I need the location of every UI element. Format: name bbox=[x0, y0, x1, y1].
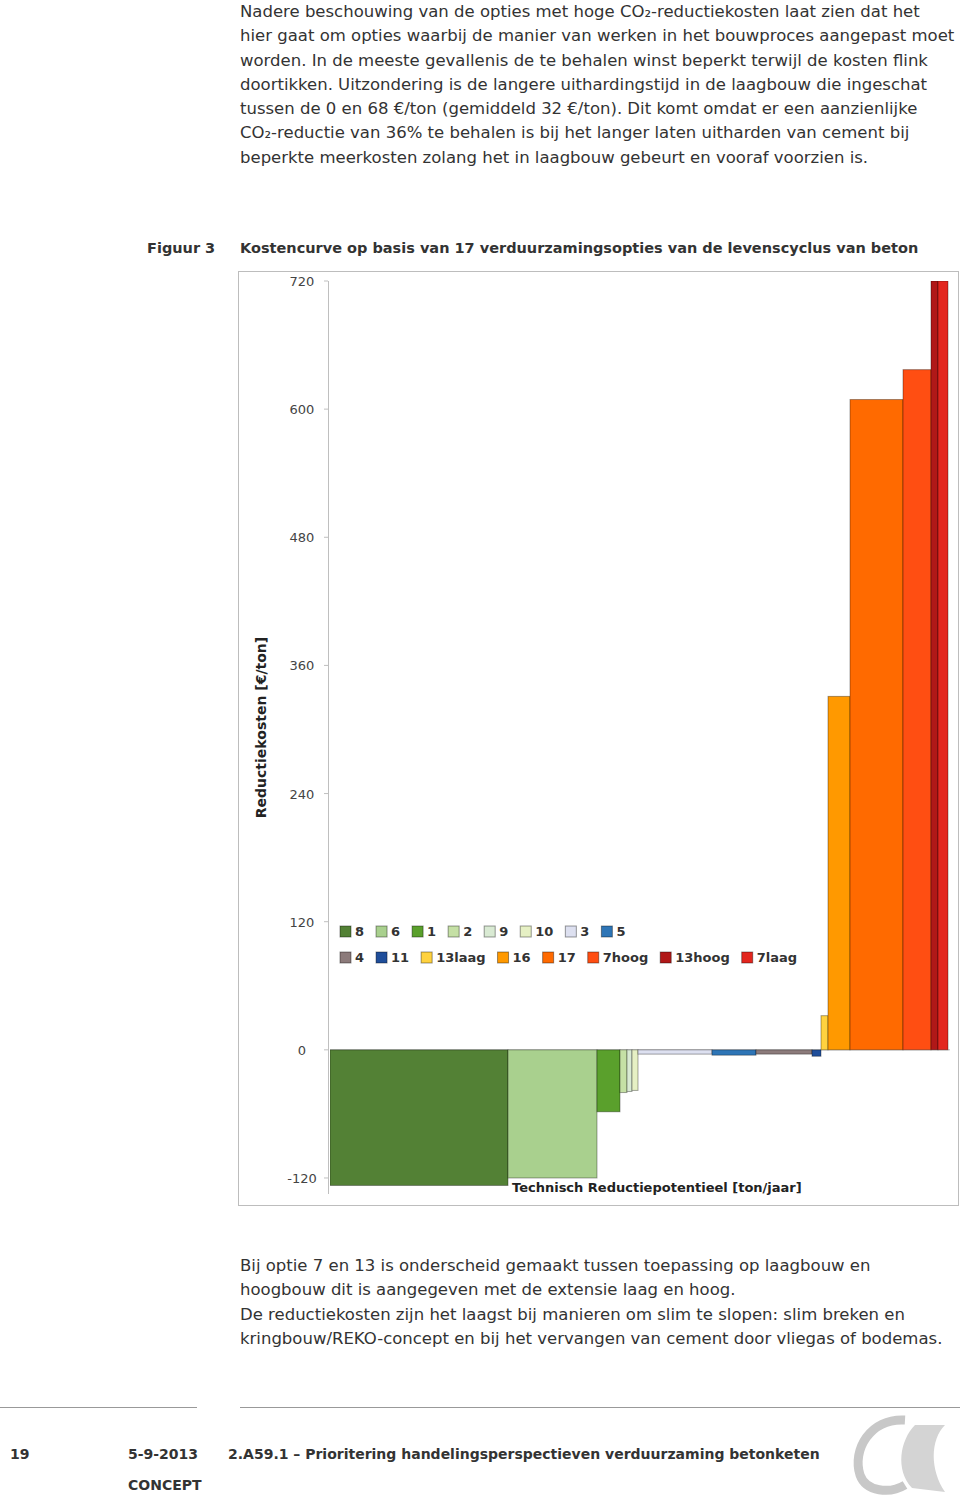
legend-swatch bbox=[448, 926, 459, 937]
bar bbox=[712, 1050, 756, 1055]
legend-swatch bbox=[376, 952, 387, 963]
bar bbox=[620, 1050, 627, 1093]
note: Bij optie 7 en 13 is onderscheid gemaakt… bbox=[240, 1254, 952, 1303]
y-axis-line bbox=[328, 281, 329, 1194]
y-tick bbox=[324, 537, 328, 538]
y-tick bbox=[324, 665, 328, 666]
logo bbox=[858, 1420, 945, 1492]
legend-label: 11 bbox=[391, 950, 409, 965]
page-number: 19 bbox=[10, 1446, 29, 1462]
bars bbox=[330, 281, 948, 1185]
footer-rule bbox=[240, 1407, 960, 1408]
legend-label: 10 bbox=[535, 924, 553, 939]
bar bbox=[903, 370, 931, 1050]
y-tick-label: 0 bbox=[298, 1043, 306, 1058]
legend-swatch bbox=[340, 926, 351, 937]
bar bbox=[828, 696, 850, 1049]
legend-swatch bbox=[498, 952, 509, 963]
legend-label: 6 bbox=[391, 924, 400, 939]
legend-swatch bbox=[484, 926, 495, 937]
y-tick-label: 360 bbox=[290, 658, 315, 673]
y-tick bbox=[324, 1049, 328, 1050]
legend-label: 1 bbox=[427, 924, 436, 939]
footer-rule bbox=[0, 1407, 197, 1408]
intro-paragraph: Nadere beschouwing van de opties met hog… bbox=[240, 0, 956, 170]
legend-label: 9 bbox=[499, 924, 508, 939]
y-tick bbox=[324, 281, 328, 282]
y-tick bbox=[324, 1177, 328, 1178]
logo-shape bbox=[901, 1425, 945, 1492]
page-graphics: -120 0 120 240 360 480 600 720 Reductiekosten [€… bbox=[0, 0, 960, 1510]
legend-label: 3 bbox=[580, 924, 589, 939]
legend-label: 13hoog bbox=[675, 950, 730, 965]
y-tick bbox=[324, 921, 328, 922]
y-tick-label: 600 bbox=[290, 402, 315, 417]
legend-label: 7hoog bbox=[603, 950, 648, 965]
bar bbox=[756, 1050, 812, 1054]
legend-swatch bbox=[520, 926, 531, 937]
x-axis-title: Technisch Reductiepotentieel [ton/jaar] bbox=[512, 1180, 802, 1195]
legend-label: 7laag bbox=[757, 950, 797, 965]
legend-swatch bbox=[340, 952, 351, 963]
legend: 8 6 1 2 9 10 3 5 4 11 13laag 16 17 7hoog 13hoog 7laag bbox=[340, 924, 797, 965]
zero-line bbox=[330, 1049, 950, 1050]
bar bbox=[638, 1050, 712, 1054]
legend-swatch bbox=[412, 926, 423, 937]
legend-swatch bbox=[543, 952, 554, 963]
legend-swatch bbox=[421, 952, 432, 963]
legend-swatch bbox=[376, 926, 387, 937]
legend-swatch bbox=[660, 952, 671, 963]
legend-label: 5 bbox=[616, 924, 625, 939]
footer-date: 5-9-2013 bbox=[128, 1446, 198, 1462]
bar bbox=[931, 281, 938, 1050]
chart-frame bbox=[239, 272, 959, 1206]
legend-label: 17 bbox=[558, 950, 576, 965]
legend-label: 2 bbox=[463, 924, 472, 939]
logo-arc bbox=[858, 1420, 905, 1490]
y-tick-label: 480 bbox=[290, 530, 315, 545]
bar bbox=[330, 1050, 508, 1186]
bar bbox=[508, 1050, 597, 1178]
bar bbox=[821, 1016, 828, 1050]
y-tick-label: 720 bbox=[290, 274, 315, 289]
legend-swatch bbox=[742, 952, 753, 963]
bar bbox=[627, 1050, 632, 1092]
legend-label: 16 bbox=[513, 950, 531, 965]
bar bbox=[938, 281, 948, 1050]
notes: Bij optie 7 en 13 is onderscheid gemaakt… bbox=[240, 1254, 952, 1351]
y-tick-label: 120 bbox=[290, 915, 315, 930]
footer-status: CONCEPT bbox=[128, 1477, 202, 1493]
legend-swatch bbox=[565, 926, 576, 937]
legend-label: 13laag bbox=[436, 950, 485, 965]
figure-caption: Kostencurve op basis van 17 verduurzamin… bbox=[240, 240, 955, 256]
legend-label: 8 bbox=[355, 924, 364, 939]
y-axis-title: Reductiekosten [€/ton] bbox=[253, 637, 269, 818]
legend-label: 4 bbox=[355, 950, 364, 965]
y-tick bbox=[324, 793, 328, 794]
y-tick-label: -120 bbox=[287, 1171, 317, 1186]
bar bbox=[850, 400, 903, 1050]
bar bbox=[812, 1050, 821, 1056]
y-tick bbox=[324, 409, 328, 410]
figure-label: Figuur 3 bbox=[147, 240, 215, 256]
footer-reference: 2.A59.1 – Prioritering handelingsperspec… bbox=[228, 1446, 820, 1462]
legend-swatch bbox=[601, 926, 612, 937]
bar bbox=[597, 1050, 620, 1112]
y-tick-label: 240 bbox=[290, 787, 315, 802]
note: De reductiekosten zijn het laagst bij ma… bbox=[240, 1303, 952, 1352]
legend-swatch bbox=[588, 952, 599, 963]
bar bbox=[632, 1050, 638, 1091]
